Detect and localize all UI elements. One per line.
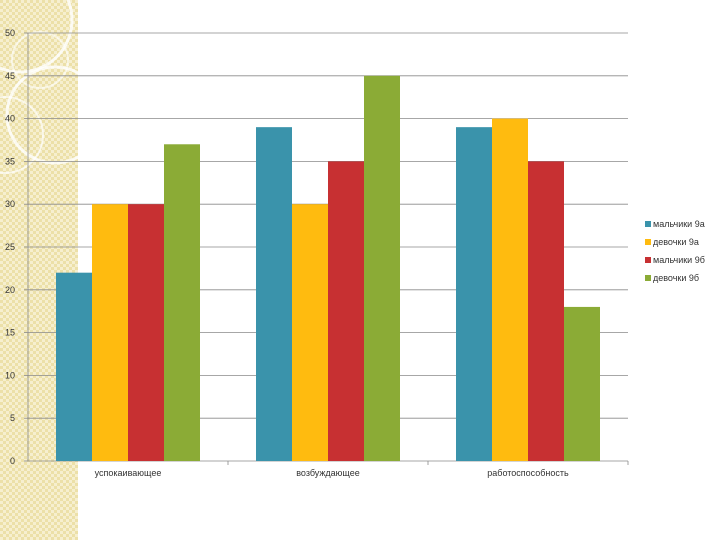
- legend-label: девочки 9б: [653, 273, 699, 283]
- bar: [364, 75, 400, 462]
- legend-swatch: [645, 257, 651, 263]
- bar: [456, 127, 492, 461]
- bar: [292, 204, 328, 461]
- y-tick-label: 20: [5, 285, 15, 295]
- decorative-side-panel: [0, 0, 105, 540]
- bar: [328, 161, 364, 461]
- legend-label: девочки 9а: [653, 237, 699, 247]
- bar: [56, 272, 92, 461]
- x-category-label: успокаивающее: [95, 468, 162, 478]
- legend-label: мальчики 9б: [653, 255, 705, 265]
- y-tick-label: 30: [5, 199, 15, 209]
- legend-swatch: [645, 275, 651, 281]
- legend-swatch: [645, 221, 651, 227]
- y-tick-label: 5: [10, 413, 15, 423]
- bar: [528, 161, 564, 461]
- x-category-label: возбуждающее: [296, 468, 360, 478]
- y-tick-label: 15: [5, 328, 15, 338]
- x-category-label: работоспособность: [487, 468, 569, 478]
- bar: [564, 306, 600, 461]
- bars: [56, 75, 600, 462]
- legend-swatch: [645, 239, 651, 245]
- y-tick-label: 45: [5, 71, 15, 81]
- axis-labels: 0 5 10 15 20 25 30 35 40 45 50 успокаивающее возбужд…: [5, 28, 569, 478]
- y-tick-label: 25: [5, 242, 15, 252]
- bar: [128, 204, 164, 461]
- bar: [492, 118, 528, 461]
- y-tick-label: 0: [10, 456, 15, 466]
- y-tick-label: 10: [5, 370, 15, 380]
- bar: [256, 127, 292, 461]
- y-tick-label: 35: [5, 156, 15, 166]
- legend: мальчики 9а девочки 9а мальчики 9б девочки …: [645, 219, 705, 283]
- y-tick-label: 40: [5, 114, 15, 124]
- bar: [92, 204, 128, 461]
- bar: [164, 144, 200, 461]
- legend-label: мальчики 9а: [653, 219, 705, 229]
- y-tick-label: 50: [5, 28, 15, 38]
